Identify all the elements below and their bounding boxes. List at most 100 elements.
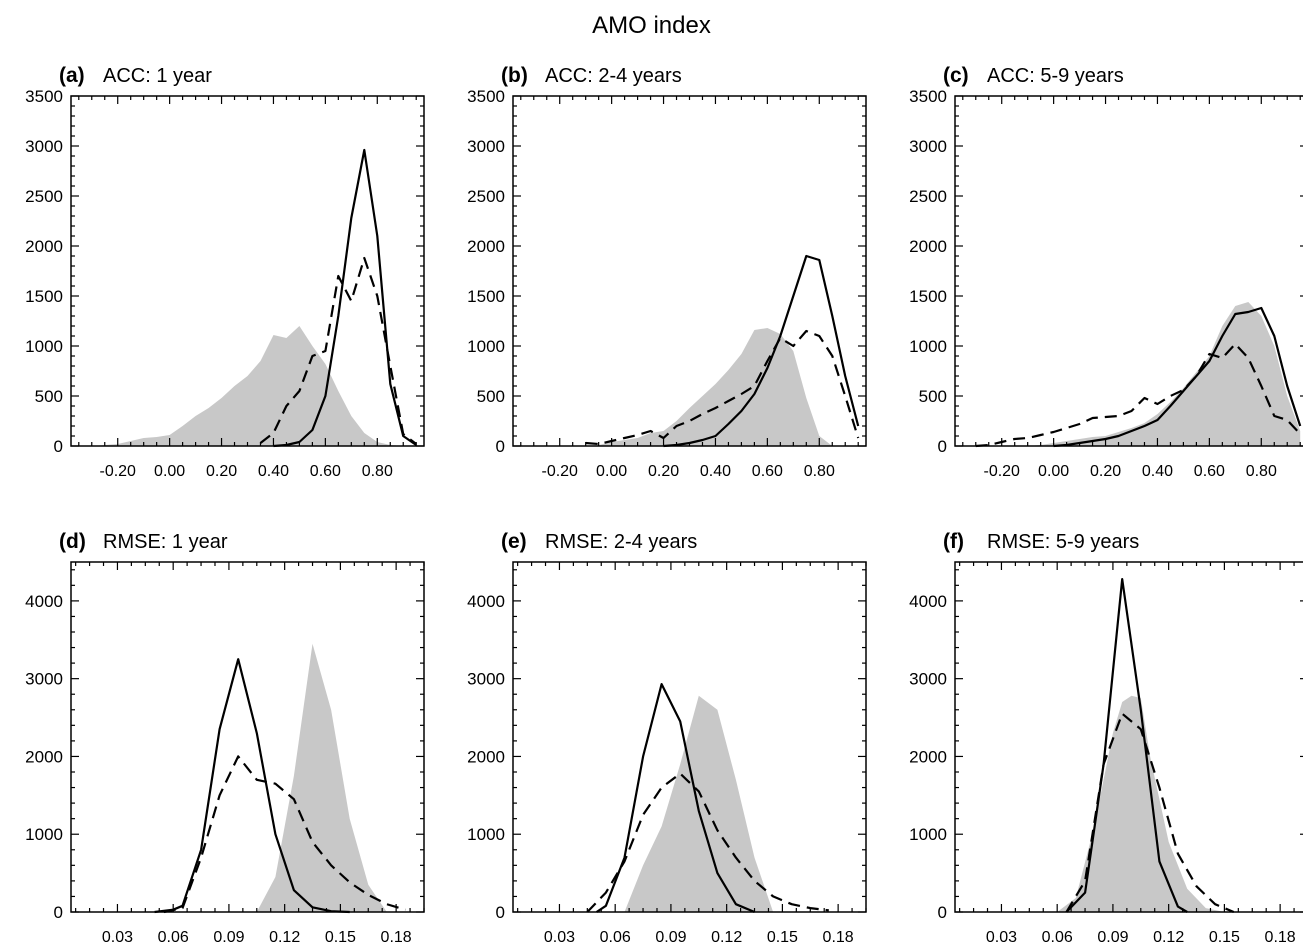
plot-frame — [954, 561, 1303, 913]
series-dashed-line — [586, 772, 829, 913]
panel-title: ACC: 2-4 years — [545, 65, 682, 87]
y-tick-label: 3000 — [909, 137, 947, 156]
panel-label: (b) — [501, 64, 528, 87]
y-tick-label: 3000 — [25, 137, 63, 156]
y-tick-label: 3000 — [467, 670, 505, 689]
y-tick-label: 1500 — [909, 287, 947, 306]
y-tick-label: 500 — [477, 387, 505, 406]
y-tick-label: 0 — [938, 903, 947, 922]
x-tick-label: 0.15 — [325, 929, 356, 946]
plot-frame — [512, 561, 867, 913]
panel-title: RMSE: 1 year — [103, 531, 228, 553]
y-tick-label: 3500 — [909, 87, 947, 106]
x-tick-label: 0.00 — [1038, 463, 1069, 480]
figure-title: AMO index — [592, 12, 711, 39]
panel-title: ACC: 5-9 years — [987, 65, 1124, 87]
y-tick-label: 2000 — [467, 237, 505, 256]
x-tick-label: 0.40 — [1142, 463, 1173, 480]
x-tick-label: 0.40 — [700, 463, 731, 480]
y-tick-label: 2500 — [467, 187, 505, 206]
series-shaded-area — [585, 328, 833, 446]
y-tick-label: 3000 — [909, 670, 947, 689]
x-tick-label: 0.06 — [600, 929, 631, 946]
x-tick-label: 0.15 — [767, 929, 798, 946]
series-solid-line — [595, 682, 755, 914]
x-tick-label: 0.00 — [154, 463, 185, 480]
y-tick-label: 1000 — [909, 337, 947, 356]
x-tick-label: -0.20 — [983, 463, 1020, 480]
y-tick-label: 2500 — [909, 187, 947, 206]
x-tick-label: 0.09 — [213, 929, 244, 946]
series-dashed-line — [585, 329, 860, 446]
y-tick-label: 0 — [496, 903, 505, 922]
x-tick-label: 0.03 — [986, 929, 1017, 946]
plot-frame — [512, 95, 867, 447]
series-dashed-line — [259, 256, 417, 445]
series-solid-line — [154, 658, 350, 914]
y-tick-label: 1000 — [909, 825, 947, 844]
x-tick-label: 0.40 — [258, 463, 289, 480]
panel-1: 0 500 1000 1500 2000 2500 3000 3500 -0.20 0.00 0.2… — [467, 64, 867, 480]
y-tick-label: 3500 — [467, 87, 505, 106]
series-dashed-line — [1065, 712, 1235, 914]
x-tick-label: 0.80 — [1246, 463, 1277, 480]
panel-label: (c) — [943, 64, 969, 87]
series-solid-line — [663, 254, 860, 448]
x-tick-label: 0.12 — [1153, 929, 1184, 946]
y-tick-label: 1500 — [25, 287, 63, 306]
panel-4: 0 1000 2000 3000 4000 0.03 0.06 0.09 0.12 0.15 0.1… — [467, 530, 867, 946]
y-tick-label: 2500 — [25, 187, 63, 206]
panel-3: 0 1000 2000 3000 4000 0.03 0.06 0.09 0.12 0.15 0.1… — [25, 530, 425, 946]
x-tick-label: 0.60 — [1194, 463, 1225, 480]
y-tick-label: 0 — [54, 437, 63, 456]
y-tick-label: 2000 — [909, 747, 947, 766]
series-shaded-area — [1027, 302, 1301, 446]
y-tick-label: 1000 — [25, 337, 63, 356]
x-tick-label: -0.20 — [541, 463, 578, 480]
series-shaded-area — [91, 326, 404, 446]
x-tick-label: 0.03 — [544, 929, 575, 946]
panel-title: RMSE: 5-9 years — [987, 531, 1139, 553]
y-tick-label: 4000 — [467, 592, 505, 611]
x-tick-label: 0.15 — [1209, 929, 1240, 946]
y-tick-label: 0 — [496, 437, 505, 456]
series-shaded-area — [1057, 695, 1225, 912]
y-tick-label: 4000 — [909, 592, 947, 611]
x-tick-label: 0.09 — [1097, 929, 1128, 946]
x-tick-label: 0.12 — [711, 929, 742, 946]
y-tick-label: 1000 — [467, 337, 505, 356]
x-tick-label: 0.06 — [158, 929, 189, 946]
y-tick-label: 500 — [919, 387, 947, 406]
x-tick-label: 0.18 — [823, 929, 854, 946]
panel-label: (a) — [59, 64, 85, 87]
y-tick-label: 1500 — [467, 287, 505, 306]
series-solid-line — [273, 148, 417, 448]
x-tick-label: 0.60 — [310, 463, 341, 480]
panel-label: (e) — [501, 530, 527, 553]
panel-label: (d) — [59, 530, 86, 553]
x-tick-label: 0.00 — [596, 463, 627, 480]
y-tick-label: 3500 — [25, 87, 63, 106]
x-tick-label: 0.80 — [804, 463, 835, 480]
x-tick-label: 0.60 — [752, 463, 783, 480]
y-tick-label: 500 — [35, 387, 63, 406]
panel-5: 0 1000 2000 3000 4000 0.03 0.06 0.09 0.12 0.15 0.1… — [909, 530, 1303, 946]
panel-2: 0 500 1000 1500 2000 2500 3000 3500 -0.20 0.00 0.2… — [909, 64, 1303, 480]
x-tick-label: 0.18 — [1265, 929, 1296, 946]
y-tick-label: 2000 — [25, 237, 63, 256]
series-solid-line — [1053, 306, 1302, 448]
x-tick-label: 0.20 — [648, 463, 679, 480]
y-tick-label: 3000 — [467, 137, 505, 156]
series-shaded-area — [256, 643, 387, 912]
x-tick-label: 0.20 — [1090, 463, 1121, 480]
y-tick-label: 0 — [54, 903, 63, 922]
y-tick-label: 2000 — [467, 747, 505, 766]
y-tick-label: 1000 — [25, 825, 63, 844]
y-tick-label: 2000 — [909, 237, 947, 256]
series-solid-line — [1065, 577, 1188, 913]
panel-title: ACC: 1 year — [103, 65, 212, 87]
x-tick-label: 0.12 — [269, 929, 300, 946]
y-tick-label: 2000 — [25, 747, 63, 766]
panel-label: (f) — [943, 530, 964, 553]
